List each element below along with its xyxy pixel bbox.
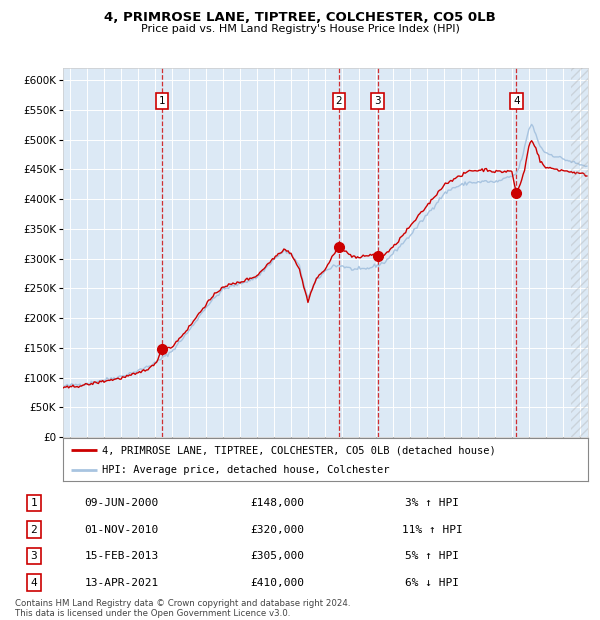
- Text: 1: 1: [159, 96, 166, 106]
- Text: 2: 2: [335, 96, 342, 106]
- Text: 15-FEB-2013: 15-FEB-2013: [85, 551, 158, 561]
- Text: 3% ↑ HPI: 3% ↑ HPI: [406, 498, 460, 508]
- Text: 2: 2: [31, 525, 37, 534]
- Text: 4, PRIMROSE LANE, TIPTREE, COLCHESTER, CO5 0LB: 4, PRIMROSE LANE, TIPTREE, COLCHESTER, C…: [104, 11, 496, 24]
- Text: 09-JUN-2000: 09-JUN-2000: [85, 498, 158, 508]
- Text: 13-APR-2021: 13-APR-2021: [85, 578, 158, 588]
- Text: £410,000: £410,000: [250, 578, 304, 588]
- Text: 01-NOV-2010: 01-NOV-2010: [85, 525, 158, 534]
- Text: 6% ↓ HPI: 6% ↓ HPI: [406, 578, 460, 588]
- Text: Contains HM Land Registry data © Crown copyright and database right 2024.
This d: Contains HM Land Registry data © Crown c…: [15, 599, 350, 618]
- Text: 1: 1: [31, 498, 37, 508]
- Bar: [571, 68, 596, 437]
- Text: 4: 4: [513, 96, 520, 106]
- Text: HPI: Average price, detached house, Colchester: HPI: Average price, detached house, Colc…: [103, 465, 390, 475]
- Text: £305,000: £305,000: [250, 551, 304, 561]
- Text: 3: 3: [374, 96, 381, 106]
- Text: £148,000: £148,000: [250, 498, 304, 508]
- Text: 3: 3: [31, 551, 37, 561]
- Text: Price paid vs. HM Land Registry's House Price Index (HPI): Price paid vs. HM Land Registry's House …: [140, 24, 460, 33]
- Text: 11% ↑ HPI: 11% ↑ HPI: [402, 525, 463, 534]
- Text: 4, PRIMROSE LANE, TIPTREE, COLCHESTER, CO5 0LB (detached house): 4, PRIMROSE LANE, TIPTREE, COLCHESTER, C…: [103, 445, 496, 455]
- Text: 5% ↑ HPI: 5% ↑ HPI: [406, 551, 460, 561]
- Text: £320,000: £320,000: [250, 525, 304, 534]
- Text: 4: 4: [31, 578, 37, 588]
